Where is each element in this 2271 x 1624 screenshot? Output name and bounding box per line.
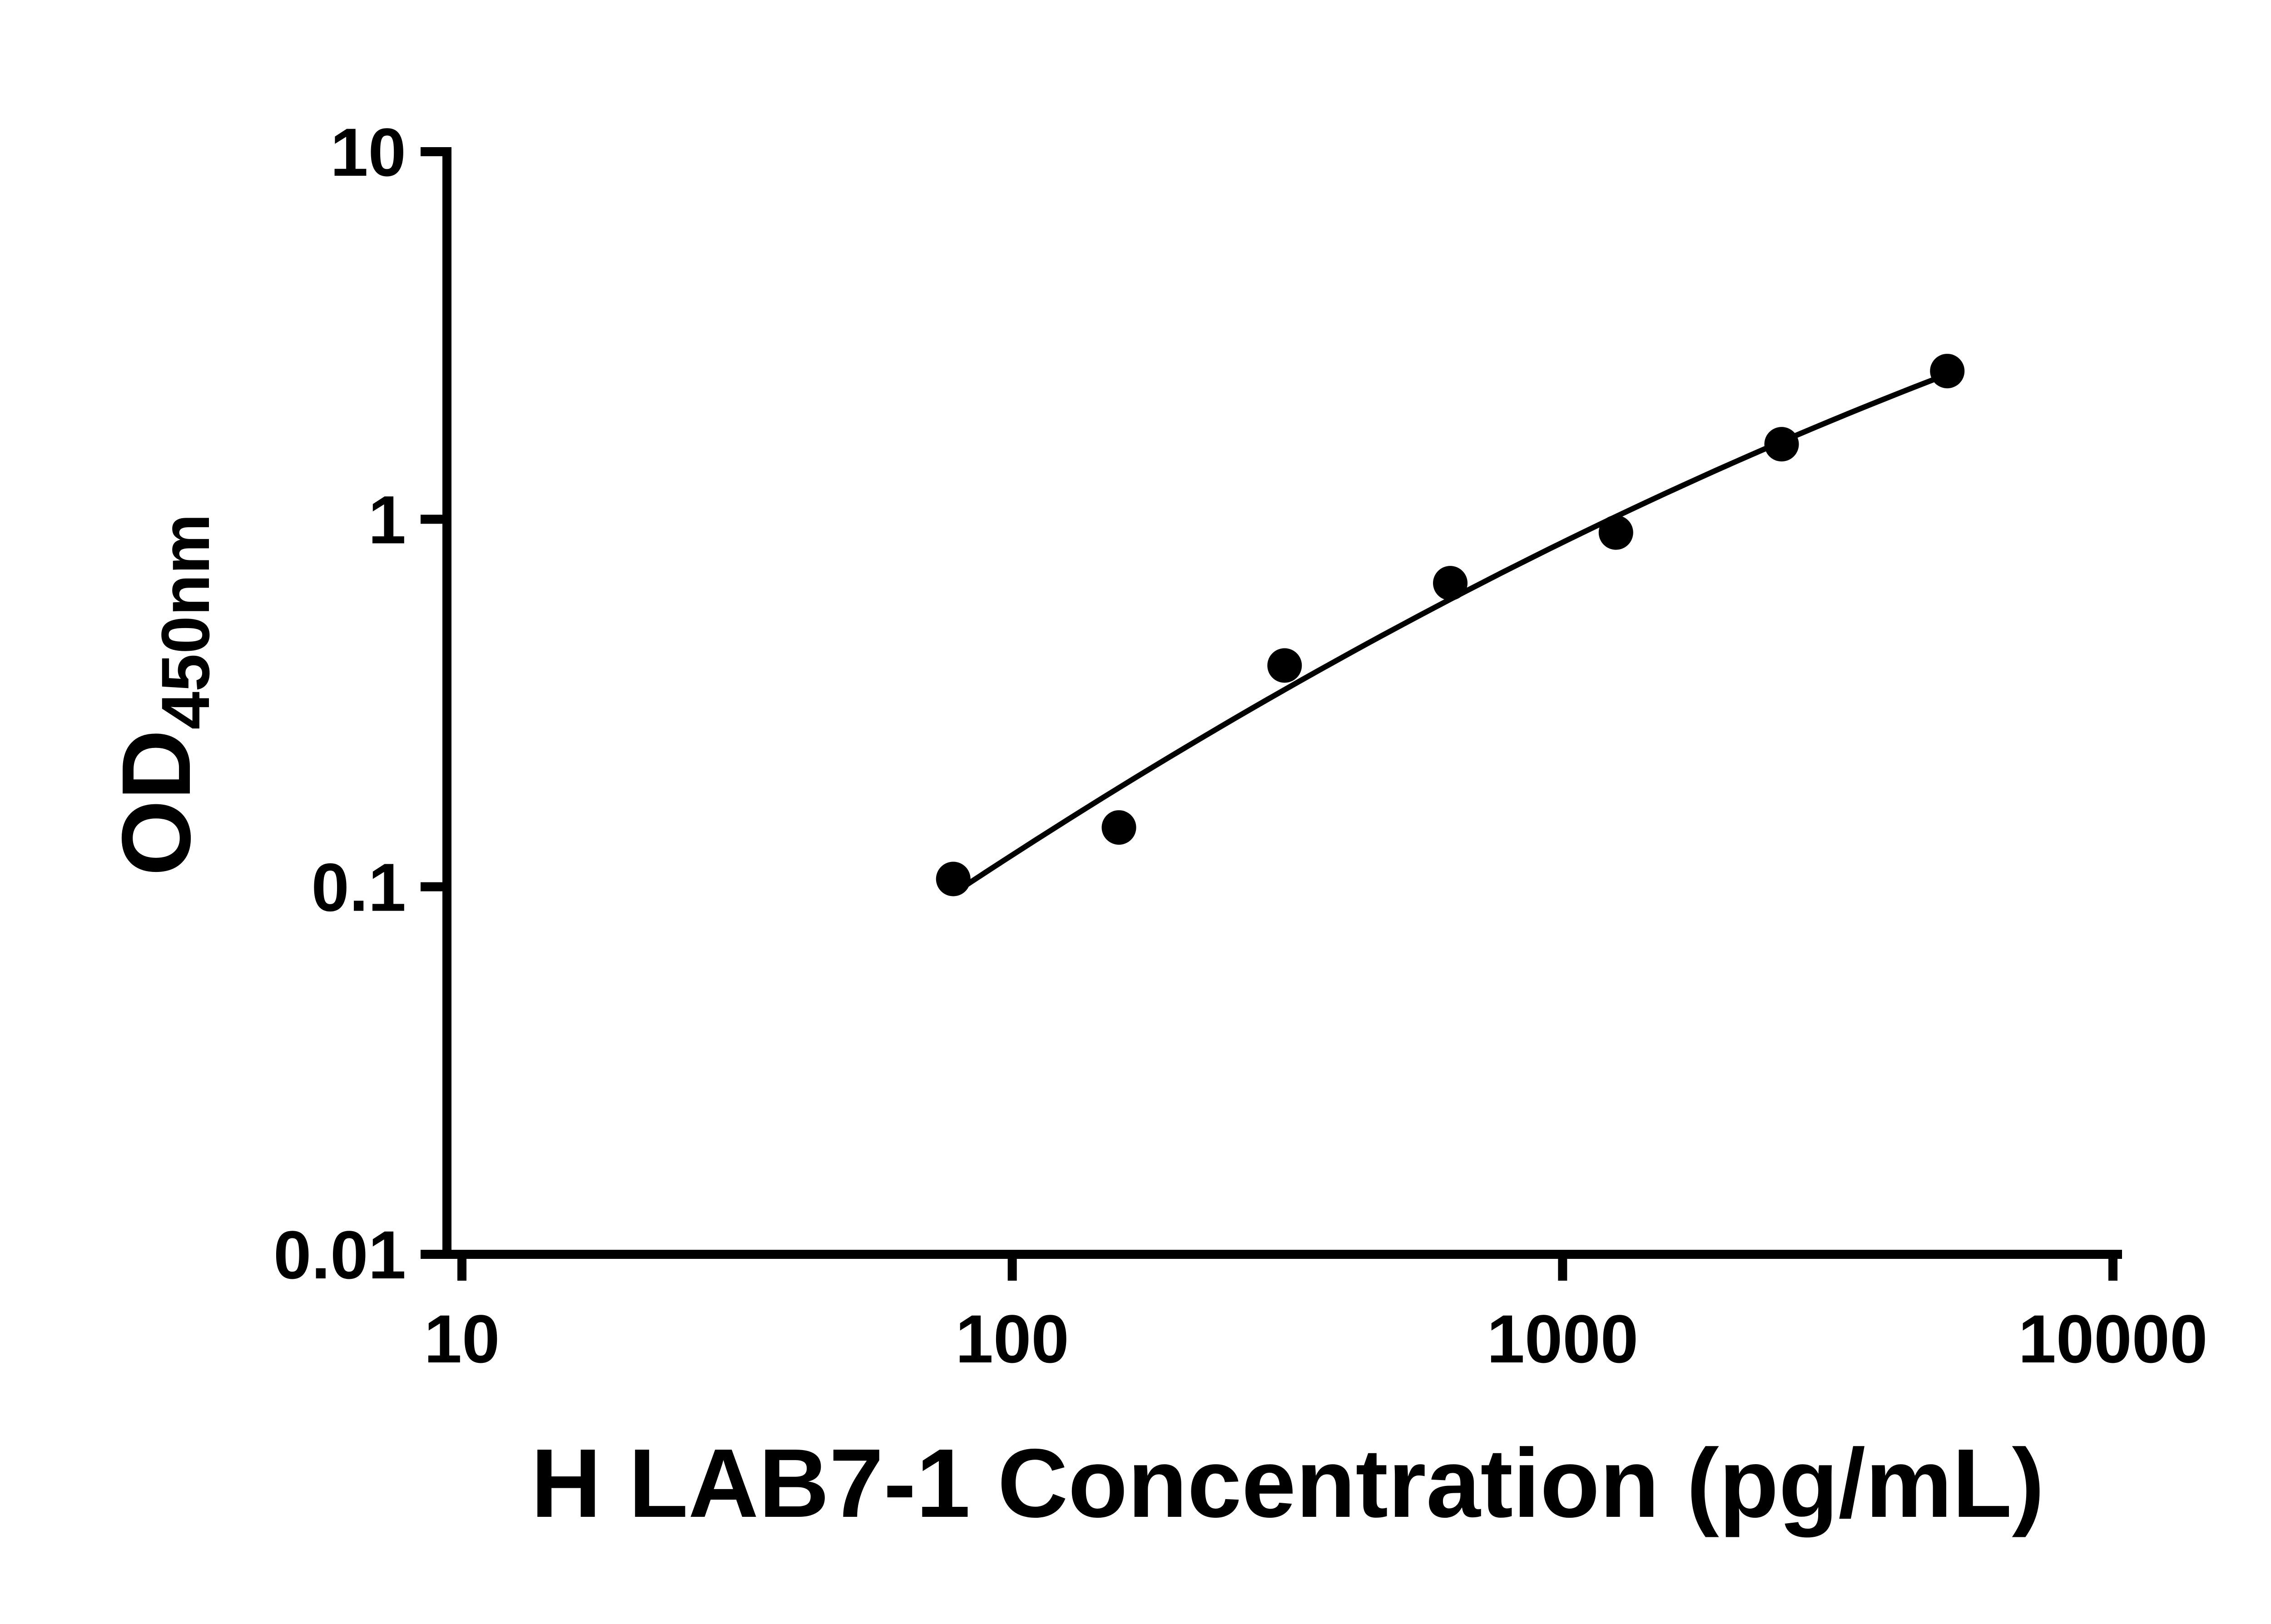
y-tick-label: 0.1: [311, 849, 406, 926]
x-tick-label: 100: [956, 1301, 1069, 1377]
y-tick-label: 10: [330, 114, 406, 190]
data-point: [1433, 566, 1468, 601]
data-point: [1267, 648, 1302, 683]
data-points: [936, 354, 1965, 896]
y-axis-ticks: 0.01 0.1 1 10: [273, 114, 447, 1293]
x-axis-ticks: 10 100 1000 10000: [424, 1254, 2208, 1377]
x-tick-label: 10: [424, 1301, 500, 1377]
data-point: [1764, 427, 1799, 462]
fit-curve: [952, 371, 1949, 896]
y-axis-title: OD450nm: [101, 514, 223, 876]
y-tick-label: 0.01: [273, 1217, 406, 1293]
x-tick-label: 10000: [2018, 1301, 2207, 1377]
data-point: [1598, 515, 1633, 550]
x-axis-title: H LAB7-1 Concentration (pg/mL): [531, 1428, 2044, 1538]
x-tick-label: 1000: [1487, 1301, 1638, 1377]
y-axis-title-subscript: 450nm: [147, 514, 223, 729]
y-axis-title-main: OD: [101, 729, 211, 876]
y-tick-label: 1: [368, 481, 406, 558]
data-point: [936, 862, 971, 896]
data-point: [1101, 810, 1136, 845]
data-point: [1930, 354, 1965, 389]
